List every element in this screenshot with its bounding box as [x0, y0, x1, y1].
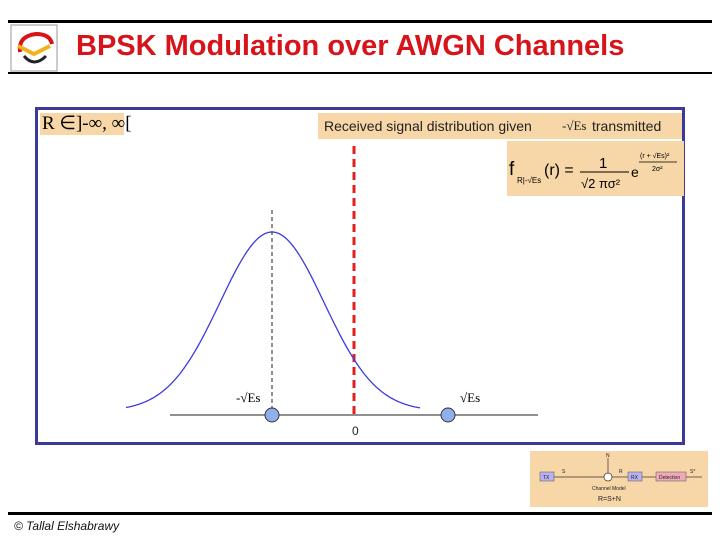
noise-label: N: [606, 453, 610, 459]
formula-lhs: f: [509, 159, 515, 180]
formula-numerator: 1: [599, 155, 607, 172]
formula-exp-base: e: [631, 164, 639, 180]
detection-block: [655, 471, 687, 482]
copyright-text: © Tallal Elshabrawy: [14, 519, 120, 533]
distribution-title: Received signal distribution given -√Es …: [318, 113, 682, 139]
signal-s-hat-label: S*: [690, 469, 695, 475]
formula-subscript: R|-√Es: [517, 176, 541, 185]
formula-denominator: √2 πσ²: [581, 176, 621, 191]
signal-r-label: R: [619, 469, 623, 475]
tx-label: TX: [543, 475, 550, 481]
channel-equation: R=S+N: [598, 496, 621, 503]
tx-block: [539, 471, 555, 482]
adder-node: [603, 472, 613, 482]
channel-model-caption: Channel Model: [592, 486, 626, 492]
formula-arg: (r) =: [544, 162, 574, 179]
constellation-point-negative: [264, 407, 280, 423]
distribution-title-suffix: transmitted: [592, 118, 662, 134]
pdf-formula: f R|-√Es (r) = 1 √2 πσ² e (r + √Es)² 2σ²: [507, 141, 684, 196]
formula-exponent-den: 2σ²: [652, 166, 663, 173]
slide-title: BPSK Modulation over AWGN Channels: [76, 30, 625, 62]
negative-point-label: -√Es: [236, 390, 261, 405]
domain-label: R ∈]-∞, ∞[: [40, 113, 132, 135]
detection-label: Detection: [659, 475, 680, 481]
gaussian-plot: [125, 146, 538, 423]
rx-label: RX: [631, 475, 639, 481]
positive-point-label: √Es: [460, 390, 481, 405]
rx-block: [627, 471, 643, 482]
plot-frame: [35, 107, 685, 445]
gaussian-curve: [125, 231, 421, 409]
title-bottom-rule: [8, 72, 712, 74]
distribution-title-prefix: Received signal distribution given: [324, 118, 532, 134]
formula-exponent-num: (r + √Es)²: [640, 152, 670, 160]
channel-model-diagram: N TX S R RX Detection S* Channel Model R…: [530, 451, 708, 507]
title-top-rule: [8, 20, 712, 23]
constellation-point-positive: [440, 407, 456, 423]
distribution-title-symbol: -√Es: [562, 118, 587, 133]
origin-label: 0: [352, 424, 359, 438]
signal-s-label: S: [562, 469, 566, 475]
footer-rule: [8, 512, 712, 515]
university-logo-icon: [10, 24, 58, 72]
